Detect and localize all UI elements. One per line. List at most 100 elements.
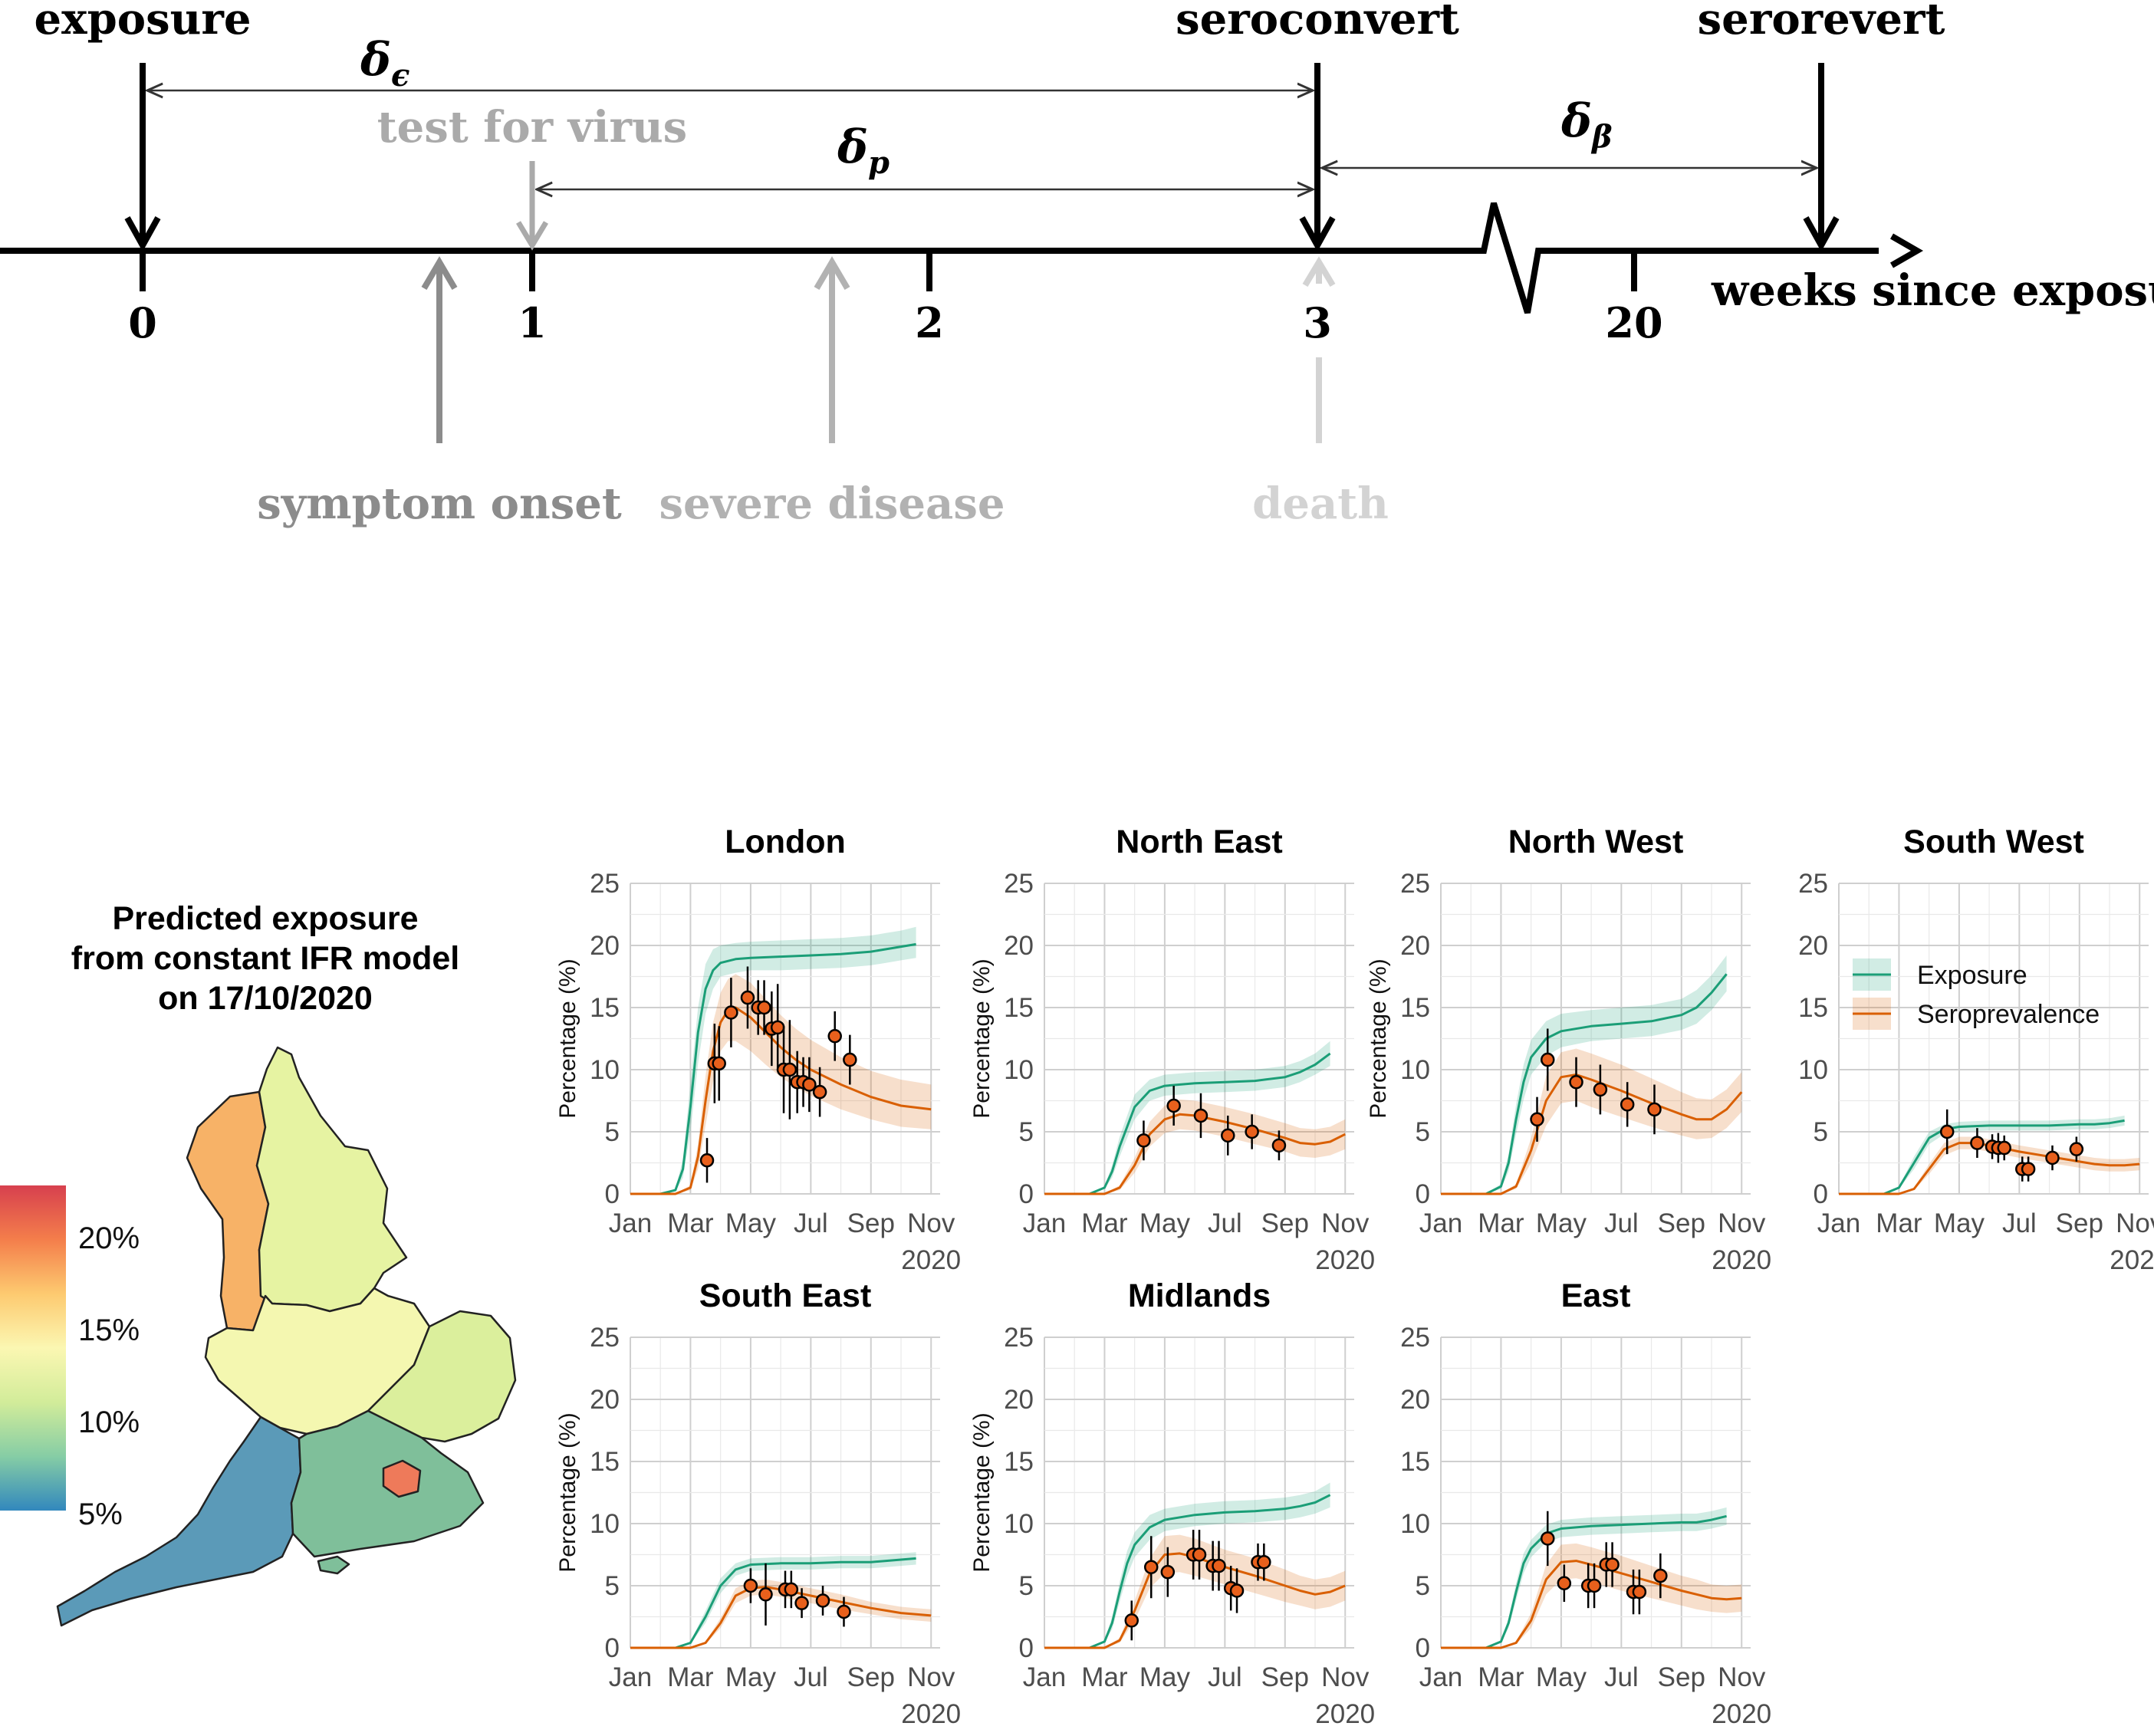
y-tick-label: 25	[590, 869, 620, 899]
panel-north-west: North West 0 5 10 15 20 25 Jan Mar May Jul Sep Nov 20…	[1366, 824, 1771, 1275]
y-tick-label: 10	[1004, 1055, 1034, 1085]
event-severe-disease: severe disease	[659, 256, 1005, 529]
scale-label-5: 5%	[78, 1498, 123, 1531]
interval-delta-p-label: δp	[837, 120, 890, 181]
x-year-label: 2020	[1315, 1245, 1375, 1275]
data-point	[1647, 1102, 1662, 1117]
y-tick-label: 0	[605, 1179, 620, 1209]
y-tick-label: 0	[1814, 1179, 1828, 1209]
x-tick-label: May	[1536, 1208, 1587, 1238]
region-east	[367, 1310, 517, 1443]
band-exposure	[630, 926, 916, 1194]
scale-label-10: 10%	[78, 1406, 140, 1439]
y-tick-label: 20	[1400, 931, 1430, 961]
data-point	[699, 1153, 715, 1168]
data-point	[815, 1593, 830, 1608]
timeline: weeks since exposure 0 1 2 3 20 exposure…	[0, 0, 2154, 529]
data-point	[1124, 1613, 1139, 1628]
x-tick-label: Jan	[1419, 1208, 1462, 1238]
x-tick-label: Mar	[1081, 1662, 1128, 1692]
data-point	[1143, 1560, 1159, 1574]
panel-south-east: South East 0 5 10 15 20 25 Jan Mar May Jul Sep Nov 20…	[555, 1277, 961, 1729]
data-point	[802, 1077, 817, 1092]
x-tick-label: May	[1139, 1208, 1191, 1238]
timeline-tick-label-1: 1	[518, 298, 547, 347]
event-test-for-virus-label: test for virus	[377, 102, 687, 153]
data-point	[757, 1000, 771, 1015]
y-tick-label: 15	[590, 993, 620, 1023]
data-point	[837, 1604, 851, 1619]
panel-title: London	[725, 824, 846, 860]
data-point	[1229, 1583, 1245, 1598]
x-tick-label: Nov	[1718, 1208, 1766, 1238]
data-point	[784, 1582, 799, 1597]
map-title-line-1: Predicted exposure	[112, 900, 418, 937]
data-point	[1271, 1138, 1287, 1153]
y-tick-label: 20	[590, 931, 620, 961]
x-tick-label: Nov	[2116, 1208, 2154, 1238]
y-tick-label: 0	[1416, 1179, 1430, 1209]
legend: Exposure Seroprevalence	[1853, 958, 2100, 1030]
x-tick-label: Mar	[1478, 1208, 1524, 1238]
y-tick-label: 5	[1019, 1571, 1034, 1601]
data-point	[1939, 1124, 1955, 1139]
map-panel: Predicted exposure from constant IFR mod…	[0, 900, 517, 1627]
data-point	[1540, 1531, 1555, 1546]
data-point	[1620, 1097, 1635, 1112]
y-tick-label: 10	[590, 1055, 620, 1085]
x-tick-label: Jan	[1817, 1208, 1860, 1238]
interval-delta-beta: δβ	[1322, 94, 1817, 168]
event-symptom-onset: symptom onset	[257, 256, 622, 529]
x-tick-label: Sep	[2056, 1208, 2103, 1238]
band-seroprevalence	[1044, 1099, 1346, 1194]
line-exposure	[630, 942, 916, 1195]
interval-delta-beta-label: δβ	[1560, 94, 1613, 155]
x-tick-label: Jul	[1604, 1208, 1639, 1238]
panel-title: East	[1561, 1277, 1631, 1314]
x-tick-label: Sep	[1261, 1208, 1309, 1238]
data-point	[1593, 1082, 1608, 1097]
event-exposure-label: exposure	[35, 0, 252, 44]
line-exposure	[1044, 1494, 1331, 1649]
y-tick-label: 5	[1416, 1117, 1430, 1147]
panel-title: Midlands	[1128, 1277, 1271, 1314]
y-tick-label: 0	[1019, 1179, 1034, 1209]
y-tick-label: 25	[1798, 869, 1828, 899]
y-tick-label: 15	[1004, 1447, 1034, 1477]
band-exposure	[1441, 1507, 1727, 1648]
timeline-tick-label-2: 2	[915, 298, 944, 347]
data-point	[812, 1084, 827, 1100]
y-axis-label: Percentage (%)	[969, 958, 995, 1118]
data-point	[1212, 1558, 1226, 1573]
y-tick-label: 0	[1019, 1633, 1034, 1663]
panel-south-west: South West 0 5 10 15 20 25 Jan Mar May Jul Sep Nov 20…	[1798, 824, 2154, 1275]
data-point	[843, 1052, 857, 1067]
x-tick-label: Jul	[794, 1662, 828, 1692]
y-tick-label: 5	[1019, 1117, 1034, 1147]
event-seroconvert-label: seroconvert	[1176, 0, 1459, 44]
timeline-tick-label-0: 0	[128, 298, 157, 347]
data-point	[1970, 1136, 1985, 1150]
data-point	[1192, 1547, 1207, 1562]
y-tick-label: 15	[1400, 1447, 1430, 1477]
panel-title: North West	[1508, 824, 1684, 860]
x-tick-label: Sep	[1658, 1662, 1705, 1692]
event-serorevert: serorevert	[1698, 0, 1945, 252]
data-point	[724, 1005, 738, 1020]
x-tick-label: Jul	[1208, 1662, 1242, 1692]
x-tick-label: May	[725, 1208, 777, 1238]
data-point	[1605, 1557, 1620, 1572]
y-axis-label: Percentage (%)	[1366, 958, 1391, 1118]
x-tick-label: Jul	[794, 1208, 828, 1238]
x-year-label: 2020	[1315, 1699, 1375, 1729]
data-point	[770, 1020, 785, 1035]
data-point	[1569, 1074, 1583, 1090]
x-year-label: 2020	[2110, 1245, 2154, 1275]
x-tick-label: Jan	[609, 1208, 652, 1238]
region-london	[382, 1459, 422, 1498]
x-tick-label: May	[1934, 1208, 1985, 1238]
y-tick-label: 20	[1004, 1385, 1034, 1415]
line-exposure	[1044, 1052, 1331, 1195]
data-point	[1557, 1576, 1572, 1591]
x-tick-label: Nov	[1321, 1208, 1370, 1238]
